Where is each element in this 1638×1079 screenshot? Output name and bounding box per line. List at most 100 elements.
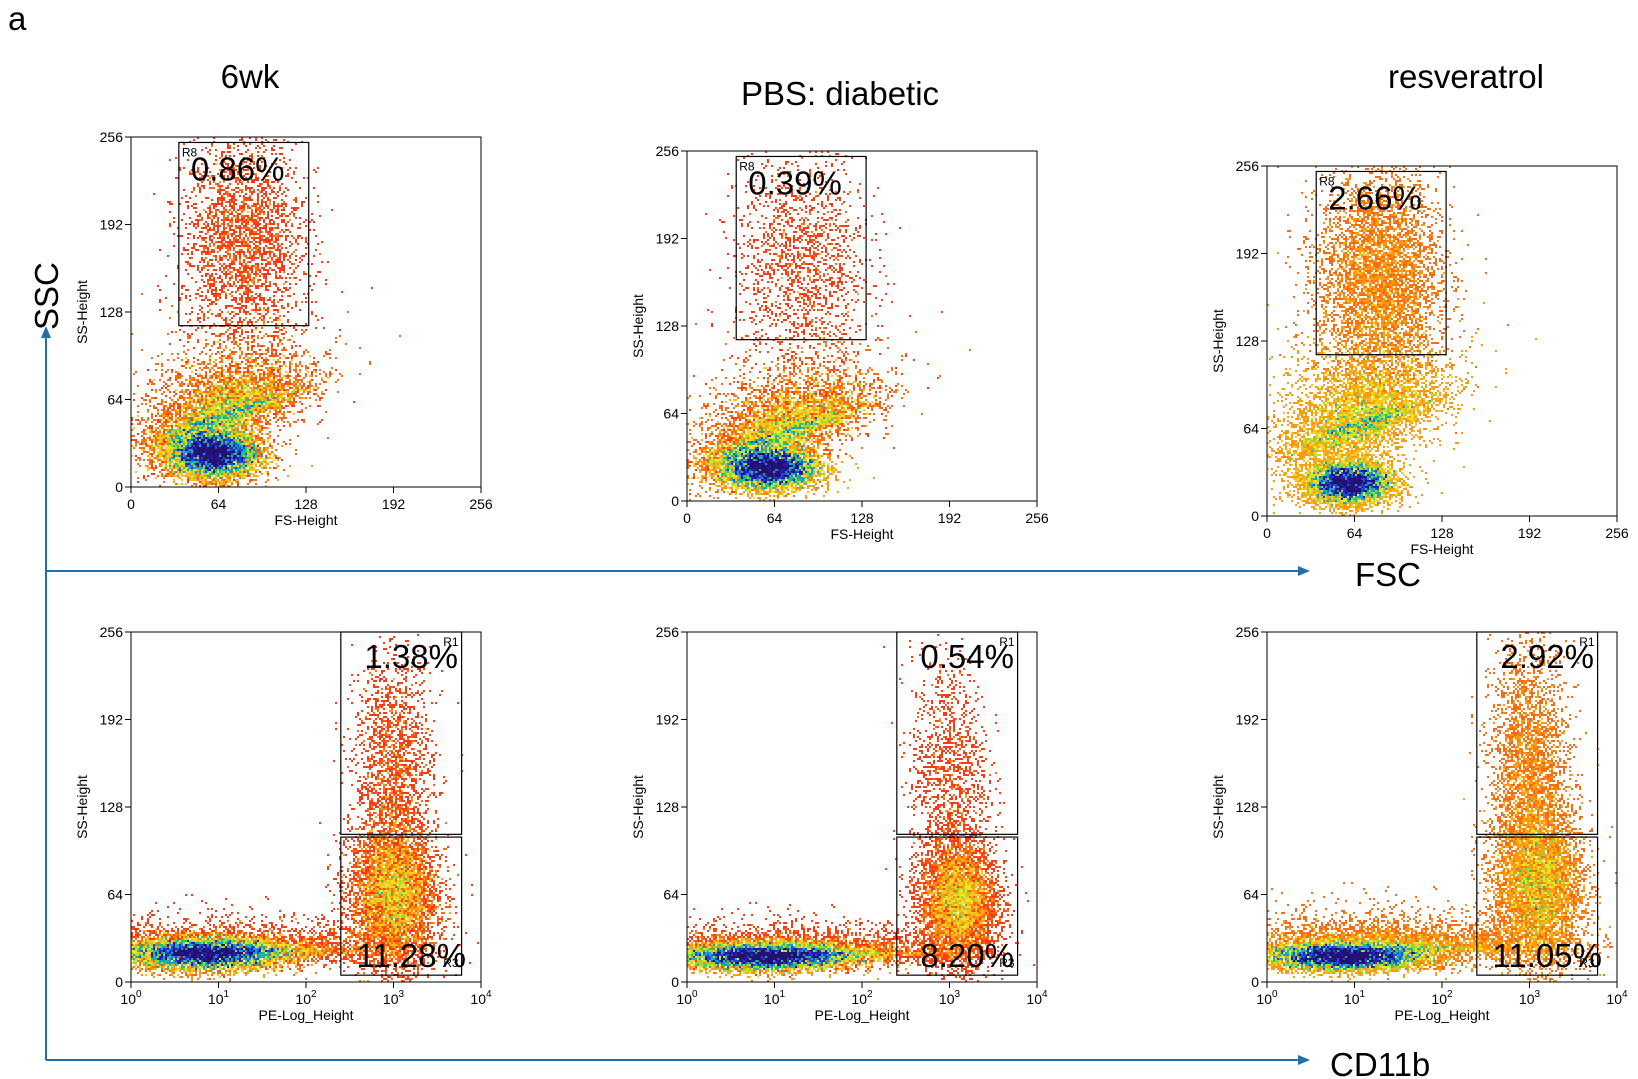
data-point	[221, 401, 223, 403]
data-point	[311, 363, 313, 365]
data-point	[295, 421, 297, 423]
data-point	[233, 281, 235, 283]
data-point	[223, 409, 225, 411]
data-point	[223, 245, 225, 247]
data-point	[249, 379, 251, 381]
data-point	[227, 269, 229, 271]
data-point	[265, 231, 267, 233]
data-point	[187, 413, 189, 415]
data-point	[269, 335, 271, 337]
data-point	[229, 363, 231, 365]
data-point	[249, 395, 251, 397]
data-point	[197, 395, 199, 397]
data-point	[275, 241, 277, 243]
data-point	[203, 385, 205, 387]
data-point	[279, 215, 281, 217]
data-point	[195, 385, 197, 387]
data-point	[255, 231, 257, 233]
data-point	[243, 225, 245, 227]
data-point	[299, 397, 301, 399]
data-point	[255, 267, 257, 269]
data-point	[201, 421, 203, 423]
data-point	[213, 207, 215, 209]
data-point	[221, 407, 223, 409]
data-point	[211, 399, 213, 401]
data-point	[203, 377, 205, 379]
data-point	[213, 405, 215, 407]
data-point	[259, 231, 261, 233]
data-point	[267, 207, 269, 209]
data-point	[197, 415, 199, 417]
data-point	[227, 377, 229, 379]
data-point	[305, 367, 307, 369]
data-point	[213, 373, 215, 375]
data-point	[245, 291, 247, 293]
data-point	[191, 307, 193, 309]
data-point	[195, 423, 197, 425]
data-point	[237, 287, 239, 289]
data-point	[201, 393, 203, 395]
data-point	[265, 397, 267, 399]
data-point	[289, 213, 291, 215]
data-point	[233, 371, 235, 373]
data-point	[175, 371, 177, 373]
data-point	[251, 267, 253, 269]
data-point	[285, 277, 287, 279]
data-point	[221, 203, 223, 205]
data-point	[205, 197, 207, 199]
data-point	[235, 237, 237, 239]
data-point	[267, 389, 269, 391]
data-point	[255, 307, 257, 309]
data-point	[297, 375, 299, 377]
data-point	[223, 211, 225, 213]
data-point	[209, 369, 211, 371]
data-point	[257, 381, 259, 383]
data-point	[285, 195, 287, 197]
data-point	[191, 411, 193, 413]
data-point	[243, 403, 245, 405]
data-point	[157, 419, 159, 421]
data-point	[219, 339, 221, 341]
data-point	[303, 273, 305, 275]
data-point	[171, 305, 173, 307]
data-point	[155, 415, 157, 417]
data-point	[245, 305, 247, 307]
data-point	[155, 397, 157, 399]
data-point	[225, 241, 227, 243]
data-point	[235, 397, 237, 399]
data-point	[243, 261, 245, 263]
data-point	[227, 243, 229, 245]
data-point	[295, 371, 297, 373]
data-point	[277, 383, 279, 385]
data-point	[275, 349, 277, 351]
data-point	[203, 313, 205, 315]
data-point	[235, 211, 237, 213]
data-point	[279, 411, 281, 413]
data-point	[231, 219, 233, 221]
data-point	[223, 217, 225, 219]
data-point	[305, 247, 307, 249]
data-point	[203, 319, 205, 321]
data-point	[151, 417, 153, 419]
data-point	[283, 413, 285, 415]
data-point	[295, 355, 297, 357]
data-point	[267, 407, 269, 409]
data-point	[269, 283, 271, 285]
data-point	[177, 419, 179, 421]
data-point	[215, 205, 217, 207]
data-point	[233, 389, 235, 391]
data-point	[213, 301, 215, 303]
data-point	[277, 381, 279, 383]
data-point	[243, 337, 245, 339]
data-point	[217, 401, 219, 403]
data-point	[197, 237, 199, 239]
data-point	[137, 419, 139, 421]
data-point	[285, 225, 287, 227]
data-point	[193, 407, 195, 409]
data-point	[241, 251, 243, 253]
data-point	[285, 389, 287, 391]
data-point	[243, 371, 245, 373]
data-point	[225, 273, 227, 275]
data-point	[207, 283, 209, 285]
data-point	[221, 239, 223, 241]
